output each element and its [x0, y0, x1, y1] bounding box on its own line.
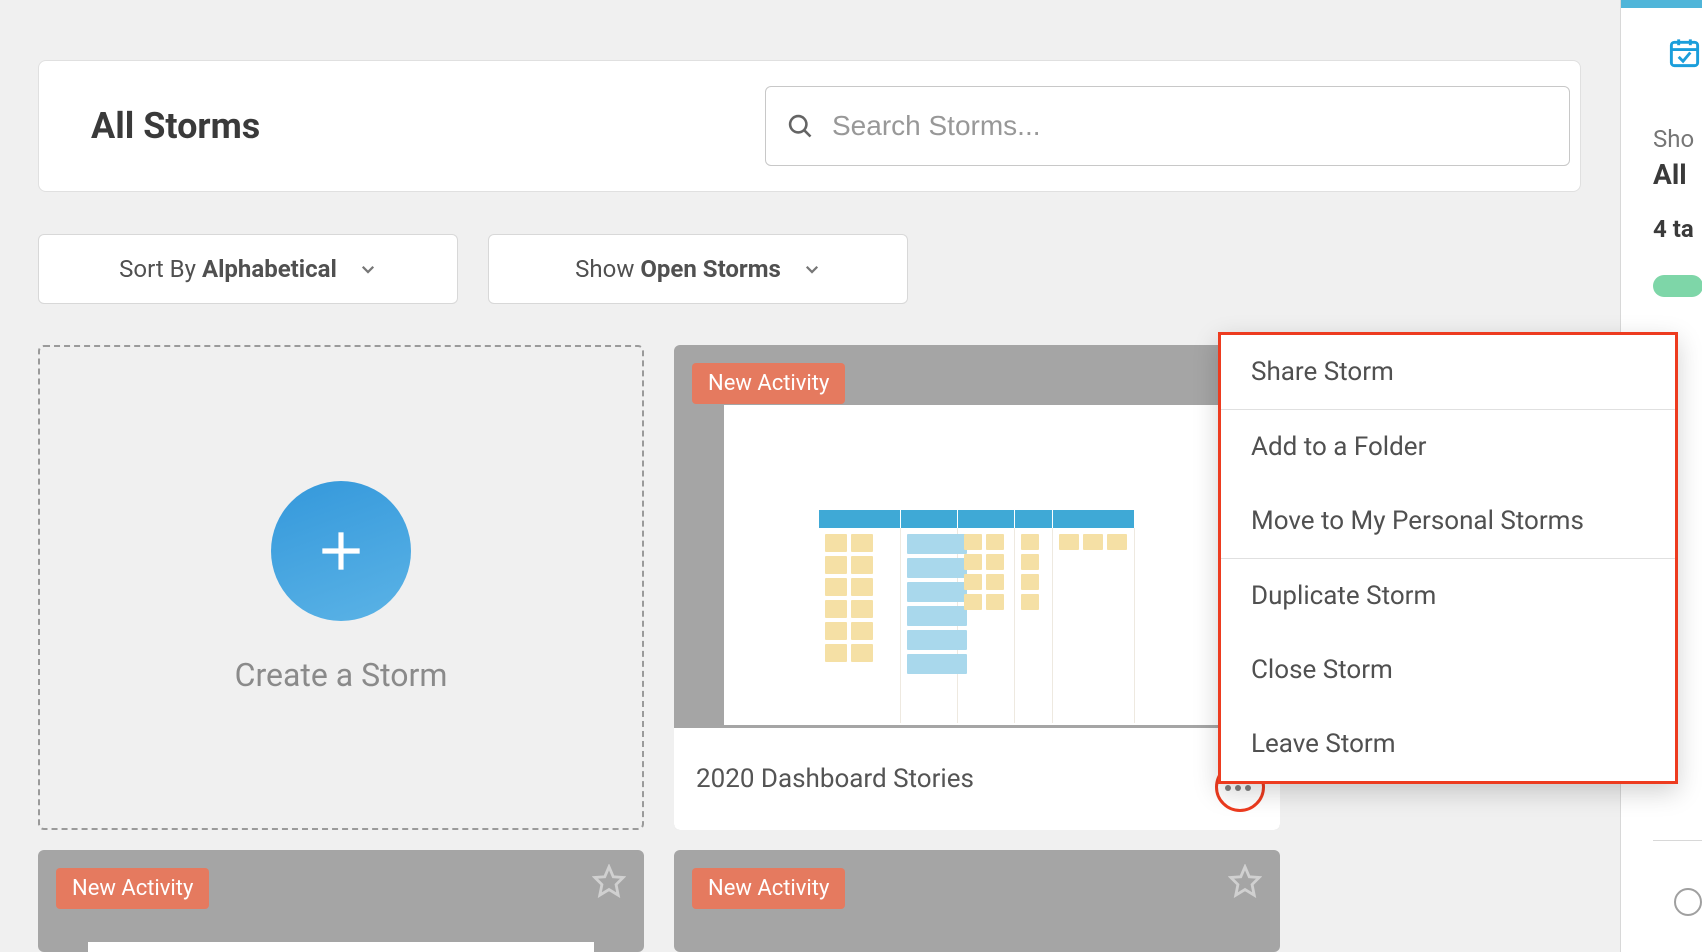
- sidebar-title-partial: All: [1653, 158, 1687, 191]
- sort-value: Alphabetical: [202, 255, 337, 283]
- kanban-thumbnail: [819, 510, 1135, 725]
- menu-item-move-to-my-personal-storms[interactable]: Move to My Personal Storms: [1221, 484, 1675, 558]
- show-prefix: Show: [575, 255, 634, 283]
- show-value: Open Storms: [640, 255, 780, 283]
- search-container: [765, 86, 1570, 166]
- create-plus-circle: [271, 481, 411, 621]
- show-dropdown[interactable]: Show Open Storms: [488, 234, 908, 304]
- sidebar-progress-pill: [1653, 275, 1702, 297]
- search-icon: [786, 112, 814, 140]
- sidebar-label-partial: Sho: [1653, 125, 1694, 153]
- search-input[interactable]: [832, 110, 1532, 142]
- sidebar-count-partial: 4 ta: [1653, 215, 1694, 243]
- menu-item-share-storm[interactable]: Share Storm: [1221, 335, 1675, 409]
- storm-card[interactable]: New Activity 2020 Dashboard Stories: [674, 345, 1280, 830]
- storm-title: 2020 Dashboard Stories: [696, 764, 974, 794]
- storm-preview: [88, 942, 594, 952]
- sidebar-divider: [1653, 840, 1702, 841]
- storm-card-footer: 2020 Dashboard Stories: [674, 728, 1280, 830]
- new-activity-badge: New Activity: [692, 868, 845, 909]
- create-storm-card[interactable]: Create a Storm: [38, 345, 644, 830]
- plus-icon: [313, 523, 369, 579]
- storm-preview: [724, 405, 1230, 725]
- sort-dropdown[interactable]: Sort By Alphabetical: [38, 234, 458, 304]
- star-icon[interactable]: [592, 864, 626, 898]
- storm-card[interactable]: New Activity: [38, 850, 644, 952]
- storm-card[interactable]: New Activity: [674, 850, 1280, 952]
- chevron-down-icon: [359, 260, 377, 278]
- star-icon[interactable]: [1228, 864, 1262, 898]
- menu-item-duplicate-storm[interactable]: Duplicate Storm: [1221, 559, 1675, 633]
- page-title: All Storms: [91, 105, 260, 147]
- new-activity-badge: New Activity: [692, 363, 845, 404]
- page-header: All Storms: [38, 60, 1581, 192]
- menu-item-leave-storm[interactable]: Leave Storm: [1221, 707, 1675, 781]
- create-storm-label: Create a Storm: [235, 656, 448, 694]
- calendar-check-icon[interactable]: [1667, 35, 1702, 70]
- new-activity-badge: New Activity: [56, 868, 209, 909]
- storm-context-menu: Share StormAdd to a FolderMove to My Per…: [1218, 332, 1678, 784]
- menu-item-add-to-a-folder[interactable]: Add to a Folder: [1221, 410, 1675, 484]
- chevron-down-icon: [803, 260, 821, 278]
- sidebar-tab-indicator: [1621, 0, 1702, 8]
- sort-prefix: Sort By: [119, 255, 196, 283]
- menu-item-close-storm[interactable]: Close Storm: [1221, 633, 1675, 707]
- sidebar-radio[interactable]: [1674, 888, 1702, 916]
